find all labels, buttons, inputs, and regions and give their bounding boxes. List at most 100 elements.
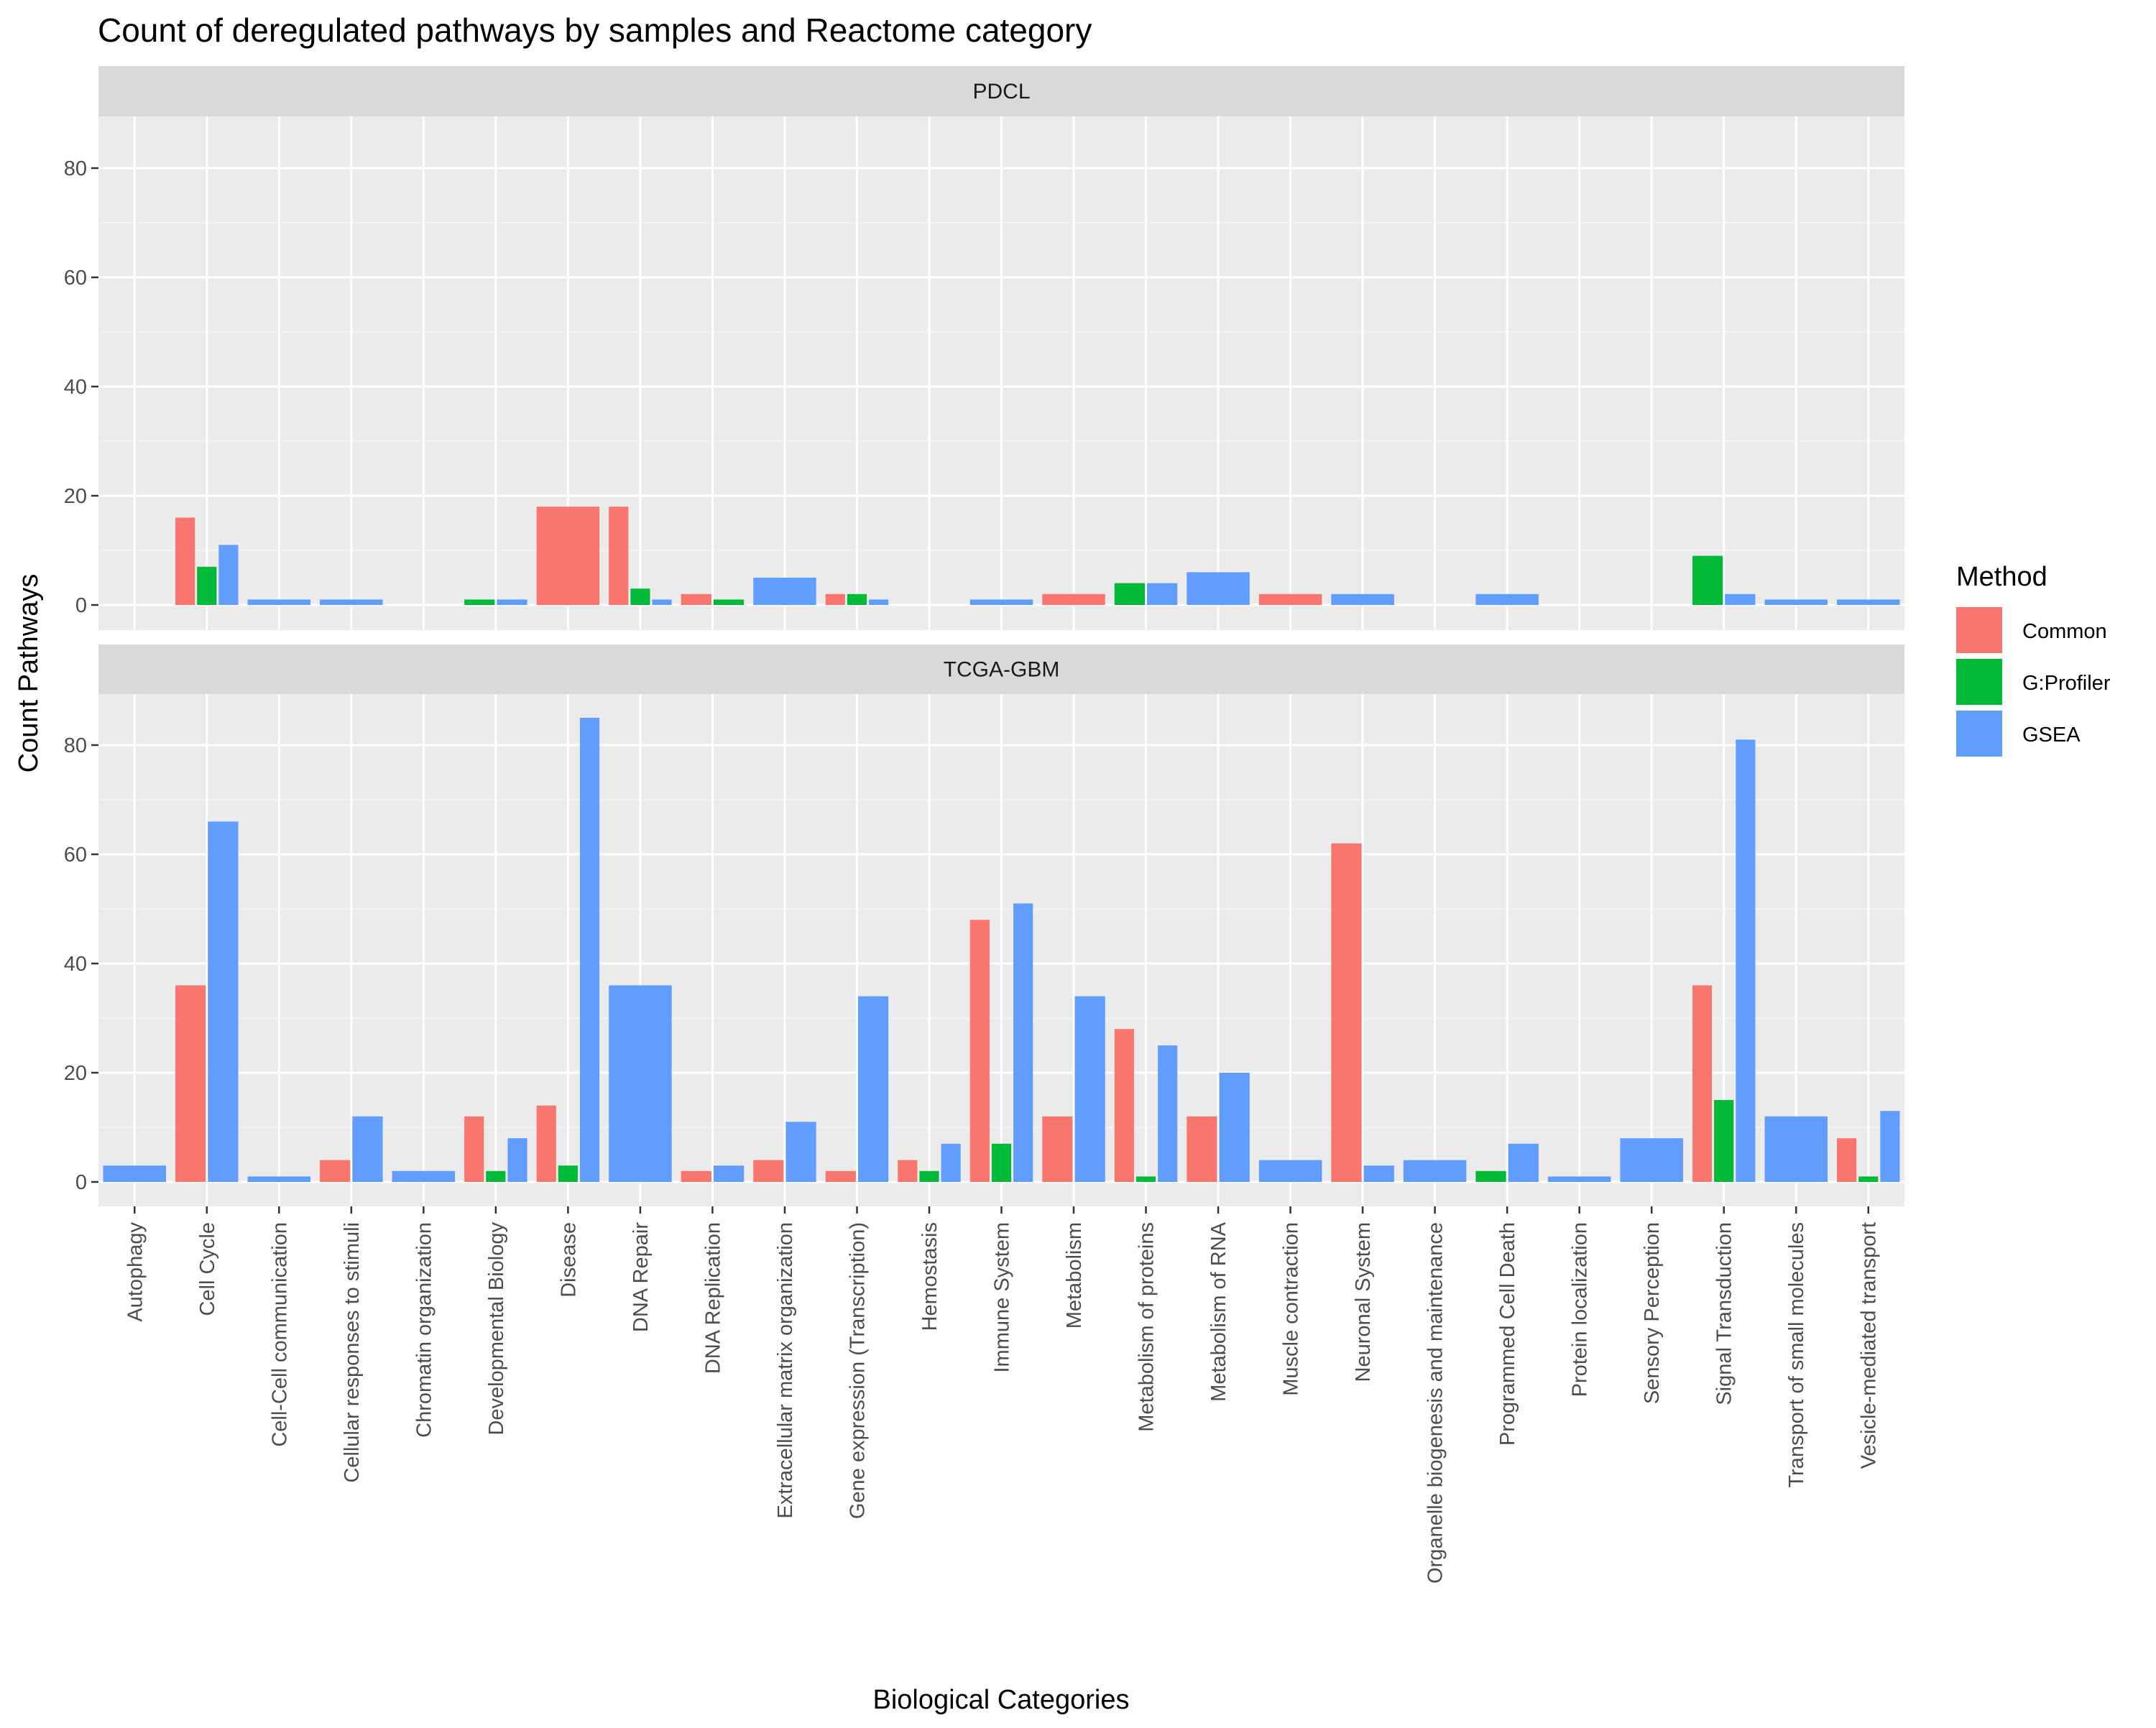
bar-tcga-gbm-chromatin-organization-gsea [392,1170,456,1182]
legend-swatch-gsea [1956,711,2002,757]
bar-tcga-gbm-cellular-responses-to-stimuli-gsea [352,1116,383,1182]
bar-tcga-gbm-autophagy-gsea [103,1165,166,1182]
x-tick-label: Signal Transduction [1713,1222,1736,1405]
bar-tcga-gbm-metabolism-gsea [1074,996,1105,1182]
bar-tcga-gbm-transport-of-small-molecules-gsea [1764,1116,1828,1182]
facet-label-pdcl: PDCL [972,80,1030,103]
bar-pdcl-developmental-biology-gsea [497,599,528,605]
bar-tcga-gbm-muscle-contraction-gsea [1258,1160,1322,1182]
x-tick-label: Muscle contraction [1280,1222,1303,1396]
x-tick-label: Immune System [991,1222,1014,1373]
y-tick-label: 80 [64,734,87,757]
x-tick-label: Sensory Perception [1641,1222,1664,1404]
x-tick-label: Autophagy [124,1222,147,1322]
bar-pdcl-metabolism-of-proteins-g-profiler [1114,583,1146,605]
bar-tcga-gbm-metabolism-of-proteins-g-profiler [1135,1176,1156,1182]
bar-tcga-gbm-neuronal-system-common [1331,843,1362,1182]
y-tick-label: 60 [64,267,87,290]
bar-pdcl-cell-cycle-gsea [218,545,239,605]
bar-tcga-gbm-sensory-perception-gsea [1620,1138,1683,1182]
bar-tcga-gbm-disease-common [536,1105,556,1182]
x-axis-title: Biological Categories [873,1685,1130,1715]
x-tick-label: Organelle biogenesis and maintenance [1424,1222,1447,1584]
bar-tcga-gbm-metabolism-of-rna-gsea [1219,1073,1250,1182]
bar-tcga-gbm-gene-expression-transcription-gsea [857,996,889,1182]
x-tick-label: Transport of small molecules [1785,1222,1808,1488]
bar-tcga-gbm-developmental-biology-g-profiler [486,1170,506,1182]
x-tick-label: Vesicle-mediated transport [1858,1222,1881,1469]
bar-tcga-gbm-disease-gsea [579,718,600,1182]
bar-tcga-gbm-hemostasis-gsea [941,1143,961,1182]
bar-tcga-gbm-metabolism-of-rna-common [1187,1116,1217,1182]
bar-pdcl-immune-system-gsea [969,599,1033,605]
bar-pdcl-cell-cycle-common [175,517,195,605]
bar-tcga-gbm-cell-cell-communication-gsea [247,1176,311,1182]
x-tick-label: Disease [557,1222,580,1298]
bar-pdcl-disease-common [536,507,600,605]
bar-tcga-gbm-immune-system-gsea [1013,903,1033,1182]
x-tick-label: DNA Repair [630,1222,653,1332]
facet-strip-pdcl [98,66,1904,116]
x-tick-label: Extracellular matrix organization [774,1222,797,1519]
x-tick-label: Chromatin organization [413,1222,436,1438]
bar-pdcl-gene-expression-transcription-gsea [869,599,889,605]
bar-tcga-gbm-cell-cycle-common [175,985,206,1182]
bar-tcga-gbm-gene-expression-transcription-common [825,1170,856,1182]
x-tick-label: Neuronal System [1352,1222,1375,1382]
y-tick-label: 40 [64,953,87,976]
facet-panels: PDCL 0 20 40 60 80 TCGA-GBM 0 20 40 60 80 [64,66,1904,1206]
legend-label-common: Common [2022,620,2107,643]
bar-tcga-gbm-protein-localization-gsea [1547,1176,1611,1182]
x-tick-label: Hemostasis [918,1222,941,1331]
x-axis: Autophagy Cell Cycle Cell-Cell communicati… [124,1206,1881,1584]
bar-pdcl-dna-replication-common [681,593,711,605]
y-tick-label: 20 [64,1062,87,1085]
x-tick-label: Cell Cycle [196,1222,219,1316]
facet-strip-tcga-gbm [98,644,1904,694]
chart-title: Count of deregulated pathways by samples… [98,11,1092,49]
bar-tcga-gbm-cell-cycle-gsea [208,821,239,1182]
bar-pdcl-vesicle-mediated-transport-gsea [1837,599,1900,605]
x-tick-label: Metabolism of proteins [1135,1222,1158,1432]
bar-pdcl-cell-cell-communication-gsea [247,599,311,605]
bar-pdcl-cell-cycle-g-profiler [197,566,217,605]
bar-tcga-gbm-developmental-biology-gsea [507,1138,528,1182]
x-tick-label: Protein localization [1569,1222,1592,1397]
y-tick-label: 20 [64,485,87,508]
bar-tcga-gbm-immune-system-common [969,920,990,1182]
bar-tcga-gbm-programmed-cell-death-gsea [1508,1143,1539,1182]
bar-pdcl-neuronal-system-gsea [1331,593,1394,605]
y-tick-label: 0 [75,1171,87,1194]
bar-tcga-gbm-metabolism-common [1042,1116,1073,1182]
bar-tcga-gbm-organelle-biogenesis-and-maintenance-gsea [1403,1160,1467,1182]
bar-pdcl-dna-repair-gsea [652,599,672,605]
y-tick-label: 0 [75,594,87,617]
y-tick-label: 40 [64,376,87,399]
bar-tcga-gbm-hemostasis-g-profiler [919,1170,939,1182]
bar-pdcl-transport-of-small-molecules-gsea [1764,599,1828,605]
bar-tcga-gbm-extracellular-matrix-organization-gsea [786,1122,816,1182]
bar-tcga-gbm-cellular-responses-to-stimuli-common [320,1160,351,1182]
legend-swatch-gprofiler [1956,659,2002,705]
bar-pdcl-muscle-contraction-common [1258,593,1322,605]
bar-pdcl-programmed-cell-death-gsea [1475,593,1539,605]
bar-tcga-gbm-vesicle-mediated-transport-gsea [1880,1111,1900,1182]
x-tick-label: Cellular responses to stimuli [341,1222,364,1483]
y-tick-label: 80 [64,157,87,180]
bar-pdcl-metabolism-of-rna-gsea [1187,572,1250,605]
bar-pdcl-gene-expression-transcription-g-profiler [847,593,867,605]
x-tick-label: Gene expression (Transcription) [846,1222,869,1519]
bar-tcga-gbm-developmental-biology-common [464,1116,484,1182]
bar-tcga-gbm-extracellular-matrix-organization-common [753,1160,784,1182]
bar-tcga-gbm-disease-g-profiler [558,1165,578,1182]
bar-pdcl-cellular-responses-to-stimuli-gsea [320,599,383,605]
bar-tcga-gbm-dna-replication-common [681,1170,711,1182]
bar-tcga-gbm-dna-repair-gsea [609,985,672,1182]
bar-pdcl-gene-expression-transcription-common [825,593,845,605]
bar-tcga-gbm-dna-replication-gsea [713,1165,745,1182]
facet-pdcl: PDCL 0 20 40 60 80 [64,66,1904,630]
bar-tcga-gbm-vesicle-mediated-transport-g-profiler [1858,1176,1879,1182]
bar-tcga-gbm-signal-transduction-gsea [1736,739,1756,1182]
